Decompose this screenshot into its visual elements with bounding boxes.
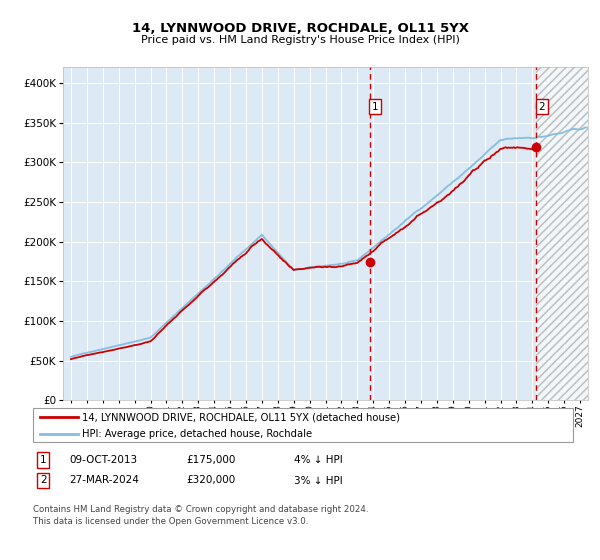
Text: £320,000: £320,000 [186, 475, 235, 486]
Text: 1: 1 [372, 102, 379, 112]
Text: 2: 2 [40, 475, 47, 486]
Bar [536, 67, 588, 400]
Text: £175,000: £175,000 [186, 455, 235, 465]
Text: Contains HM Land Registry data © Crown copyright and database right 2024.
This d: Contains HM Land Registry data © Crown c… [33, 505, 368, 526]
Text: 1: 1 [40, 455, 47, 465]
Text: Price paid vs. HM Land Registry's House Price Index (HPI): Price paid vs. HM Land Registry's House … [140, 35, 460, 45]
Text: HPI: Average price, detached house, Rochdale: HPI: Average price, detached house, Roch… [82, 429, 313, 438]
Text: 14, LYNNWOOD DRIVE, ROCHDALE, OL11 5YX (detached house): 14, LYNNWOOD DRIVE, ROCHDALE, OL11 5YX (… [82, 412, 400, 422]
Text: 2: 2 [539, 102, 545, 112]
Text: 4% ↓ HPI: 4% ↓ HPI [294, 455, 343, 465]
Text: 09-OCT-2013: 09-OCT-2013 [69, 455, 137, 465]
Text: 3% ↓ HPI: 3% ↓ HPI [294, 475, 343, 486]
Text: 27-MAR-2024: 27-MAR-2024 [69, 475, 139, 486]
Bar [536, 67, 588, 400]
Text: 14, LYNNWOOD DRIVE, ROCHDALE, OL11 5YX: 14, LYNNWOOD DRIVE, ROCHDALE, OL11 5YX [131, 22, 469, 35]
